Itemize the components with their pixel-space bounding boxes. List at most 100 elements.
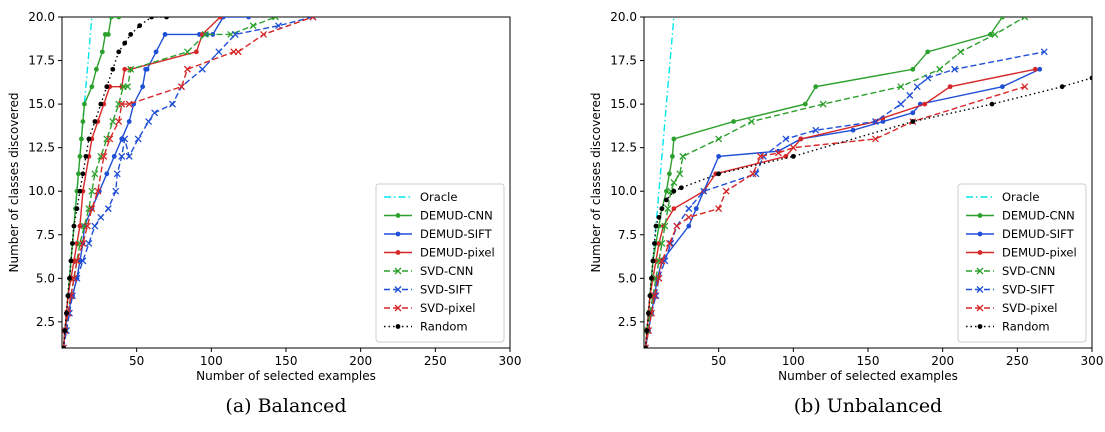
- data-point-demud-pixel: [217, 17, 223, 20]
- legend-marker-svd-sift: [394, 286, 402, 293]
- data-point-demud-cnn: [108, 17, 114, 20]
- data-point-demud-cnn: [116, 17, 122, 20]
- data-point-svd-sift: [104, 205, 112, 213]
- series-group: [62, 17, 317, 348]
- data-point-svd-cnn: [748, 118, 755, 125]
- legend-label-svd-cnn: SVD-CNN: [1002, 264, 1055, 278]
- legend-label-svd-cnn: SVD-CNN: [420, 264, 473, 278]
- data-point-svd-sift: [924, 74, 932, 82]
- x-axis-label: Number of selected examples: [196, 369, 376, 383]
- y-tick-label: 5.0: [36, 271, 55, 285]
- y-tick-label: 7.5: [618, 228, 637, 242]
- data-point-random: [644, 345, 648, 348]
- data-point-demud-pixel: [798, 136, 804, 142]
- data-point-svd-sift: [97, 213, 105, 221]
- data-point-demud-sift: [111, 153, 117, 159]
- y-tick-label: 5.0: [618, 271, 637, 285]
- data-point-random: [650, 258, 656, 264]
- data-point-svd-pixel: [774, 149, 782, 157]
- data-point-random: [86, 136, 92, 142]
- legend-label-oracle: Oracle: [1002, 190, 1039, 204]
- legend-label-svd-sift: SVD-SIFT: [420, 283, 473, 297]
- data-point-svd-pixel: [658, 257, 666, 265]
- y-tick-label: 20.0: [28, 10, 55, 24]
- chart-unbalanced: 50 100 150 200 250 300 2.5 5.0 7.5 10.0 12.5 15.0 17…: [589, 10, 1103, 417]
- x-tick-label: 250: [424, 354, 447, 368]
- data-point-svd-sift: [215, 48, 223, 56]
- data-point-random: [652, 241, 657, 246]
- data-point-svd-pixel: [125, 100, 133, 108]
- data-point-random: [62, 328, 68, 333]
- data-point-svd-pixel: [673, 222, 681, 230]
- data-point-svd-sift: [198, 65, 206, 73]
- y-tick-label: 12.5: [28, 141, 55, 155]
- data-point-random: [1089, 75, 1092, 81]
- data-point-demud-sift: [246, 17, 252, 20]
- x-tick-label: 150: [857, 354, 880, 368]
- data-point-svd-cnn: [957, 48, 965, 56]
- legend: Oracle DEMUD-CNN DEMUD-SIFT DEMUD-pixel SVD-…: [957, 183, 1087, 343]
- data-point-svd-pixel: [106, 135, 114, 143]
- data-point-svd-sift: [85, 240, 93, 247]
- data-point-svd-sift: [685, 205, 693, 213]
- x-tick-label: 50: [129, 354, 144, 368]
- legend-label-demud-sift: DEMUD-SIFT: [420, 227, 493, 241]
- series-line-svd-cnn: [64, 17, 276, 331]
- data-point-demud-cnn: [77, 153, 83, 159]
- data-point-demud-sift: [126, 119, 132, 124]
- data-point-svd-sift: [151, 109, 159, 117]
- data-point-demud-cnn: [1000, 17, 1005, 20]
- data-point-demud-sift: [850, 127, 856, 133]
- series-line-oracle: [644, 17, 675, 348]
- x-tick-label: 150: [275, 354, 298, 368]
- data-point-random: [62, 345, 66, 348]
- data-point-svd-pixel: [260, 30, 268, 38]
- data-point-svd-sift: [121, 135, 129, 143]
- data-point-svd-sift: [906, 91, 914, 99]
- data-point-svd-pixel: [73, 257, 81, 265]
- legend-marker-svd-cnn: [976, 267, 984, 275]
- data-point-demud-cnn: [671, 136, 677, 142]
- y-tick-label: 15.0: [28, 97, 55, 111]
- data-point-demud-sift: [153, 49, 159, 55]
- data-point-random: [653, 223, 659, 229]
- data-point-demud-cnn: [731, 119, 736, 124]
- data-point-svd-pixel: [79, 240, 87, 247]
- data-point-demud-sift: [910, 110, 916, 116]
- data-point-demud-sift: [880, 119, 886, 124]
- legend-marker-demud-cnn: [977, 213, 983, 218]
- legend-label-svd-pixel: SVD-pixel: [1002, 301, 1057, 315]
- data-point-svd-cnn: [272, 17, 280, 21]
- x-tick-label: 300: [499, 354, 522, 368]
- data-point-svd-cnn: [183, 48, 191, 56]
- data-point-svd-sift: [113, 170, 121, 178]
- data-point-demud-pixel: [922, 101, 928, 107]
- legend-marker-svd-pixel: [394, 304, 402, 312]
- data-point-random: [1059, 84, 1065, 90]
- data-point-demud-cnn: [105, 32, 111, 37]
- data-point-svd-sift: [897, 100, 905, 108]
- data-point-svd-cnn: [715, 135, 723, 143]
- data-point-random: [164, 17, 169, 20]
- series-line-random: [62, 17, 167, 348]
- data-point-random: [649, 275, 654, 281]
- data-point-svd-pixel: [234, 48, 242, 56]
- legend-label-random: Random: [1002, 320, 1050, 334]
- data-point-random: [128, 32, 134, 37]
- legend-label-svd-pixel: SVD-pixel: [420, 301, 475, 315]
- data-point-random: [67, 275, 72, 281]
- data-point-svd-sift: [913, 83, 921, 91]
- data-point-demud-cnn: [79, 136, 84, 142]
- data-point-random: [989, 101, 995, 107]
- data-point-random: [137, 23, 143, 29]
- data-point-random: [70, 241, 75, 246]
- y-tick-label: 17.5: [610, 54, 637, 68]
- legend-label-demud-cnn: DEMUD-CNN: [1002, 209, 1075, 223]
- data-point-random: [65, 293, 71, 299]
- data-point-random: [671, 188, 677, 194]
- data-point-demud-cnn: [93, 66, 99, 72]
- data-point-svd-cnn: [897, 83, 905, 91]
- x-tick-label: 100: [200, 354, 223, 368]
- data-point-svd-sift: [112, 187, 120, 195]
- data-point-svd-pixel: [309, 17, 317, 21]
